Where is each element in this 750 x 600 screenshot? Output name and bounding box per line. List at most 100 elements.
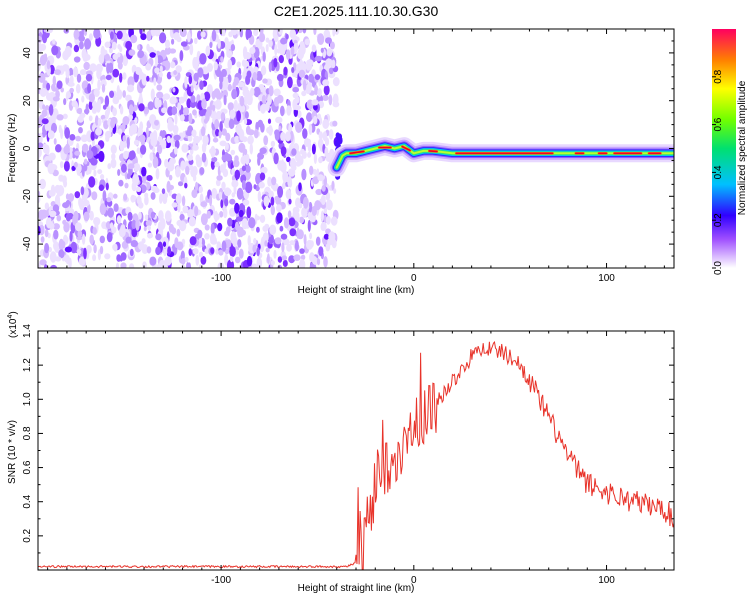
noise-speck: [242, 88, 250, 97]
noise-speck: [289, 240, 296, 246]
noise-speck: [138, 103, 145, 112]
noise-speck: [291, 67, 295, 73]
noise-speck: [248, 217, 256, 229]
noise-speck: [309, 232, 313, 240]
noise-speck: [155, 233, 162, 241]
noise-speck: [76, 249, 82, 255]
noise-speck: [72, 214, 78, 226]
noise-speck: [97, 79, 101, 91]
signal-band: [327, 137, 674, 177]
colorbar-gradient: [712, 29, 736, 268]
noise-speck: [104, 95, 110, 107]
x-tick-label: -100: [211, 273, 231, 284]
noise-speck: [298, 182, 302, 192]
noise-speck: [125, 40, 132, 50]
noise-speck: [52, 204, 60, 213]
noise-speck: [215, 128, 220, 137]
noise-speck: [80, 186, 85, 196]
noise-speck: [192, 174, 197, 182]
noise-speck: [55, 256, 62, 262]
noise-speck: [224, 198, 229, 207]
noise-speck: [287, 168, 296, 177]
noise-speck: [234, 202, 240, 214]
noise-speck: [131, 228, 138, 238]
noise-speck: [130, 240, 138, 248]
noise-speck: [56, 114, 64, 121]
noise-speck: [182, 131, 186, 138]
noise-speck: [211, 156, 218, 163]
noise-speck: [308, 123, 313, 135]
noise-speck: [78, 256, 86, 266]
noise-speck: [323, 233, 330, 240]
noise-speck: [210, 247, 215, 255]
noise-speck: [52, 39, 56, 45]
noise-speck: [268, 190, 274, 199]
noise-speck: [245, 125, 251, 135]
noise-speck: [238, 142, 246, 153]
noise-speck: [305, 62, 311, 71]
noise-speck: [182, 114, 190, 122]
noise-speck: [287, 210, 292, 219]
noise-speck: [73, 66, 79, 78]
noise-speck: [165, 39, 170, 49]
noise-speck: [224, 37, 229, 45]
noise-speck: [191, 129, 197, 138]
noise-speck: [46, 82, 51, 91]
noise-speck: [201, 98, 207, 110]
noise-speck: [301, 206, 308, 218]
noise-speck: [312, 257, 319, 265]
noise-speck: [222, 128, 227, 136]
noise-speck: [286, 105, 292, 116]
noise-speck: [56, 80, 63, 89]
noise-speck: [38, 142, 44, 149]
noise-speck: [49, 251, 57, 263]
noise-speck: [318, 246, 324, 257]
y-tick-label: 1.0: [22, 392, 33, 406]
noise-speck: [128, 104, 134, 116]
noise-speck: [172, 87, 176, 93]
noise-speck: [99, 245, 104, 255]
x-tick-label: -100: [211, 575, 231, 586]
y-tick-label: 0.4: [22, 494, 33, 508]
noise-speck: [198, 251, 204, 258]
noise-speck: [246, 70, 252, 79]
noise-speck: [110, 158, 117, 169]
noise-speck: [227, 74, 232, 83]
noise-speck: [320, 221, 327, 231]
noise-speck: [243, 118, 248, 125]
noise-speck: [238, 203, 246, 212]
noise-speck: [259, 29, 264, 36]
noise-speck: [265, 101, 270, 112]
noise-speck: [52, 223, 61, 230]
noise-speck: [154, 54, 159, 67]
noise-speck: [283, 66, 288, 76]
noise-speck: [150, 192, 156, 200]
noise-speck: [109, 222, 114, 230]
noise-speck: [270, 140, 276, 148]
noise-speck: [259, 147, 267, 154]
noise-speck: [314, 84, 318, 96]
noise-speck: [77, 230, 83, 239]
noise-speck: [224, 76, 229, 89]
noise-speck: [133, 139, 140, 146]
noise-speck: [162, 195, 168, 205]
noise-speck: [201, 152, 207, 163]
y-tick-label: 0.6: [22, 460, 33, 474]
colorbar-tick-label: 0.2: [713, 213, 724, 227]
noise-speck: [81, 233, 86, 245]
noise-speck: [112, 53, 119, 60]
noise-speck: [78, 197, 83, 208]
noise-speck: [282, 259, 288, 267]
noise-speck: [139, 29, 143, 35]
noise-speck: [187, 135, 193, 142]
noise-speck: [215, 248, 219, 255]
noise-speck: [188, 113, 193, 124]
noise-speck: [135, 218, 140, 231]
noise-speck: [194, 37, 198, 45]
noise-speck: [40, 54, 48, 64]
noise-speck: [122, 90, 126, 98]
noise-speck: [64, 246, 72, 253]
noise-speck: [253, 66, 259, 73]
noise-speck: [74, 150, 81, 156]
noise-speck: [142, 261, 147, 268]
